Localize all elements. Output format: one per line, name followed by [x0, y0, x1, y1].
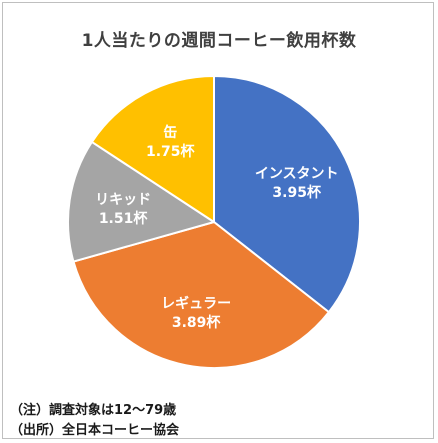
slice-label-1: レギュラー: [161, 295, 231, 312]
slice-value-label-0: 3.95杯: [272, 184, 322, 201]
pie-slice-0: [213, 75, 361, 314]
slice-value-label-3: 1.75杯: [146, 143, 196, 160]
slice-label-3: 缶: [163, 124, 177, 141]
slice-value-label-2: 1.51杯: [99, 210, 149, 227]
chart-title: 1人当たりの週間コーヒー飲用杯数: [81, 31, 357, 51]
pie-slice-2: [67, 140, 215, 263]
pie-slice-1: [72, 221, 330, 369]
pie-slice-3: [90, 75, 215, 223]
slice-label-2: リキッド: [95, 192, 151, 208]
source-note: （出所）全日本コーヒー協会: [10, 423, 180, 438]
slice-label-0: インスタント: [255, 166, 339, 182]
survey-note: （注）調査対象は12～79歳: [10, 403, 177, 418]
slice-value-label-1: 3.89杯: [172, 314, 222, 331]
